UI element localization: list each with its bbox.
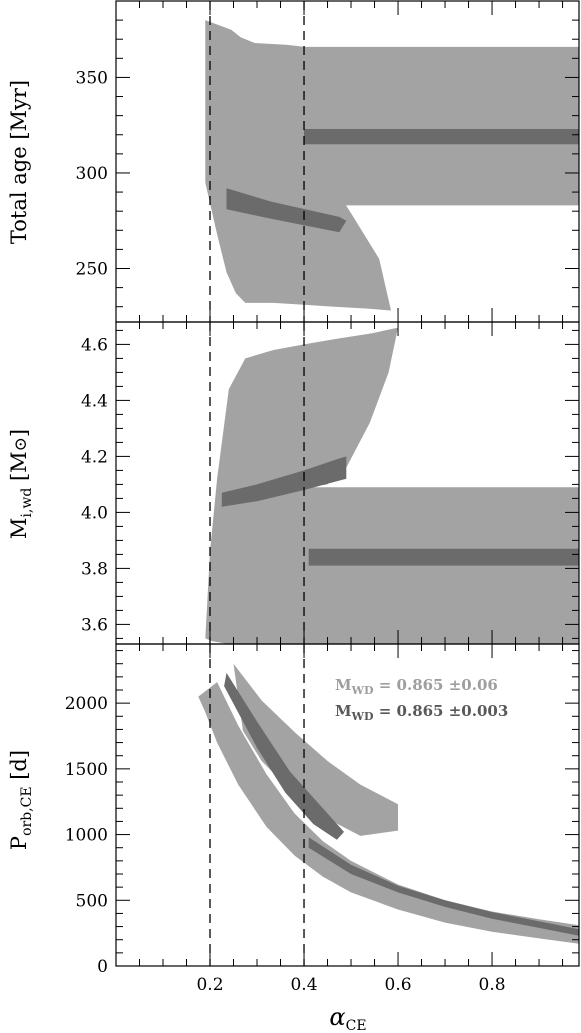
panel-orbital-period: 0 500 1000 1500 2000 0.2 0.4 0.6 0.8 <box>65 643 580 995</box>
y-tick-label: 350 <box>76 68 108 88</box>
region-light-2 <box>198 682 579 944</box>
ylabel-mid-sun: ⊙ <box>11 437 31 451</box>
ylabel-mid-unit: [M <box>7 451 31 487</box>
ylabel-bot-symbol: P <box>7 836 31 850</box>
region-dark-2 <box>308 548 579 566</box>
legend-symbol: M <box>335 676 352 694</box>
ylabel-mid-close: ] <box>7 429 31 437</box>
y-tick-label: 4.2 <box>81 447 108 467</box>
legend-subscript: WD <box>351 684 374 697</box>
y-tick-label: 4.0 <box>81 503 108 523</box>
y-tick-label: 2000 <box>65 694 108 714</box>
legend-entry-light: MWD = 0.865 ±0.06 <box>335 676 498 697</box>
x-tick-label: 0.2 <box>196 975 223 995</box>
y-axis-label-total-age: Total age [Myr] <box>7 80 31 244</box>
x-tick-label: 0.8 <box>479 975 506 995</box>
y-tick-label: 250 <box>76 260 108 280</box>
region-dark-2 <box>308 837 579 936</box>
y-tick-label: 4.6 <box>81 335 108 355</box>
legend-symbol: M <box>335 702 352 720</box>
y-tick-label: 3.8 <box>81 559 108 579</box>
y-tick-label: 1000 <box>65 826 108 846</box>
legend-subscript: WD <box>351 710 374 723</box>
x-tick-label: 0.6 <box>385 975 412 995</box>
y-axis-label-orbital-period: Porb,CE [d] <box>7 750 35 850</box>
y-tick-label: 4.4 <box>81 391 108 411</box>
y-tick-label: 0 <box>97 957 108 977</box>
panel-initial-wd-mass: 3.6 3.8 4.0 4.2 4.4 4.6 <box>81 321 580 645</box>
region-dark-1 <box>226 188 347 233</box>
region-light-1 <box>205 20 391 311</box>
xlabel-subscript: CE <box>346 1018 367 1033</box>
y-axis-label-initial-mass: Mi,wd [M⊙] <box>7 429 35 539</box>
y-tick-label: 1500 <box>65 760 108 780</box>
legend: MWD = 0.865 ±0.06 MWD = 0.865 ±0.003 <box>335 676 508 723</box>
region-dark-2 <box>304 129 579 145</box>
xlabel-alpha: α <box>329 1003 345 1031</box>
region-light-2 <box>304 46 579 206</box>
y-tick-label: 500 <box>76 891 108 911</box>
legend-value: = 0.865 ±0.003 <box>374 702 509 720</box>
panel-total-age: 250 300 350 <box>76 0 580 323</box>
x-tick-label: 0.4 <box>290 975 317 995</box>
region-dark-1 <box>221 456 347 507</box>
panel-frame <box>115 643 580 967</box>
legend-entry-dark: MWD = 0.865 ±0.003 <box>335 702 508 723</box>
ylabel-bot-unit: [d] <box>7 750 31 787</box>
legend-value: = 0.865 ±0.06 <box>374 676 498 694</box>
region-dark-1 <box>224 672 344 840</box>
ylabel-mid-symbol: M <box>7 518 31 540</box>
y-tick-label: 300 <box>76 164 108 184</box>
ylabel-mid-subscript: i,wd <box>19 488 35 518</box>
region-light-1 <box>233 663 398 836</box>
x-axis-label-alpha-ce: αCE <box>329 1003 366 1033</box>
ylabel-bot-subscript: orb,CE <box>19 786 35 835</box>
y-tick-label: 3.6 <box>81 615 108 635</box>
